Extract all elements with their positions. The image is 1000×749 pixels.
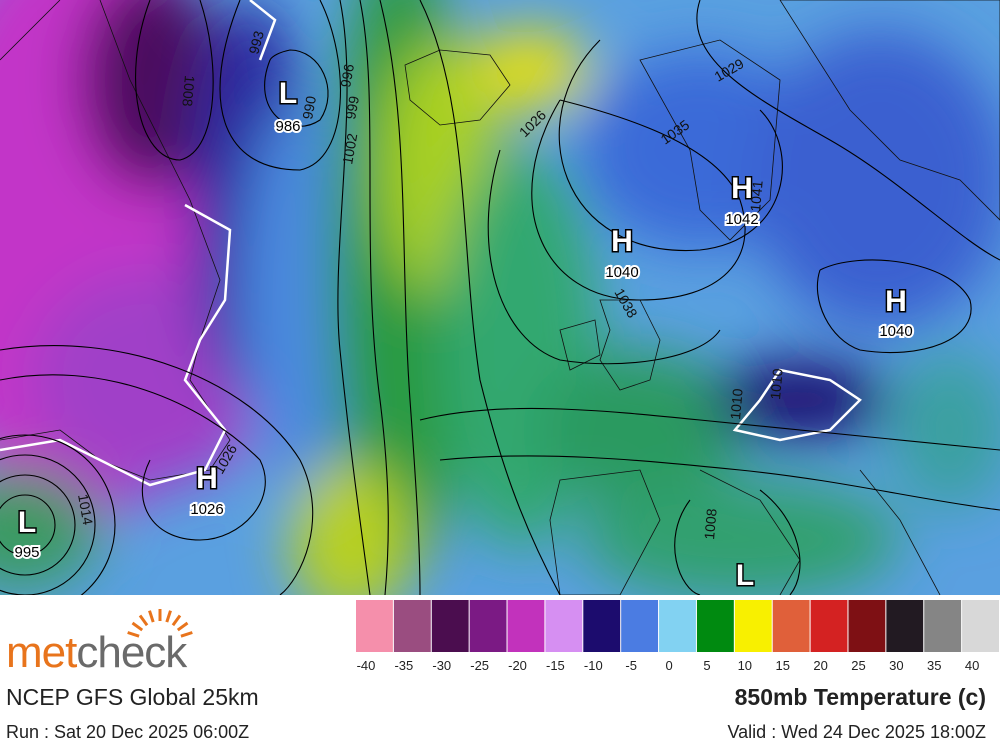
legend-label: -20 xyxy=(508,658,527,673)
legend-label: 15 xyxy=(775,658,789,673)
legend-label: 10 xyxy=(738,658,752,673)
legend-swatch xyxy=(583,600,621,652)
brand-logo: metcheck xyxy=(6,628,187,678)
sun-ray xyxy=(180,631,193,638)
sun-ray xyxy=(176,621,189,632)
pressure-centers: L 986 H 1042 H 1040 H 1040 H 1026 L 995 … xyxy=(12,76,914,594)
legend-label: 0 xyxy=(665,658,672,673)
legend-swatch xyxy=(772,600,810,652)
legend-label: 5 xyxy=(703,658,710,673)
legend-swatch xyxy=(545,600,583,652)
legend-label: 20 xyxy=(813,658,827,673)
high-symbol: H xyxy=(611,225,633,258)
legend-swatch xyxy=(621,600,659,652)
model-name: NCEP GFS Global 25km xyxy=(6,684,259,710)
isobar-label: 1008 xyxy=(701,508,720,541)
sun-ray xyxy=(127,631,140,638)
isobar-label: 1010 xyxy=(727,388,746,421)
sun-ray xyxy=(148,610,155,623)
legend-swatch xyxy=(886,600,924,652)
isobar-label: 1014 xyxy=(75,493,96,527)
isobar-label: 1002 xyxy=(339,132,360,166)
isobar-label: 1010 xyxy=(767,368,786,401)
brand-suffix: check xyxy=(76,628,187,677)
brand-prefix: met xyxy=(6,628,77,677)
pressure-value: 1026 xyxy=(190,501,223,518)
sun-ray xyxy=(171,614,182,627)
pressure-value: 986 xyxy=(275,118,300,135)
weather-map: L 986 H 1042 H 1040 H 1040 H 1026 L 995 … xyxy=(0,0,1000,595)
legend-label: -15 xyxy=(546,658,565,673)
legend-swatch xyxy=(469,600,507,652)
map-title: 850mb Temperature (c) xyxy=(734,684,986,710)
pressure-value: 995 xyxy=(14,544,39,561)
isobar-label: 993 xyxy=(245,29,267,56)
isobar-label: 1008 xyxy=(179,75,198,108)
legend-label: 40 xyxy=(965,658,979,673)
legend-swatch xyxy=(356,600,393,652)
isobar-label: 996 xyxy=(337,63,357,89)
high-symbol: H xyxy=(731,172,753,205)
legend-label: 25 xyxy=(851,658,865,673)
isobar-label: 1041 xyxy=(747,180,766,213)
legend-label: 30 xyxy=(889,658,903,673)
legend-swatch xyxy=(393,600,431,652)
pressure-value: 1042 xyxy=(725,211,758,228)
legend-swatch xyxy=(848,600,886,652)
high-symbol: H xyxy=(885,285,907,318)
legend-label: -25 xyxy=(470,658,489,673)
low-symbol: L xyxy=(736,559,754,592)
legend-swatch xyxy=(734,600,772,652)
legend-swatch xyxy=(659,600,696,652)
isobars xyxy=(0,0,1000,595)
valid-time: Valid : Wed 24 Dec 2025 18:00Z xyxy=(727,722,987,742)
low-symbol: L xyxy=(18,506,36,539)
legend-swatch xyxy=(696,600,734,652)
legend-swatch xyxy=(431,600,469,652)
legend-label: -30 xyxy=(432,658,451,673)
logo-sun xyxy=(127,609,193,638)
isobar-label: 990 xyxy=(299,95,319,121)
color-legend: -40 -35 -30 -25 -20 -15 -10 -5 0 5 10 15 20 25 30 35 40 xyxy=(127,600,999,673)
isobar-label: 999 xyxy=(342,95,362,121)
pressure-value: 1040 xyxy=(605,264,638,281)
legend-label: -5 xyxy=(625,658,637,673)
run-time: Run : Sat 20 Dec 2025 06:00Z xyxy=(6,722,250,742)
legend-label: -10 xyxy=(584,658,603,673)
legend-swatch xyxy=(507,600,545,652)
legend-label: -35 xyxy=(394,658,413,673)
sun-ray xyxy=(131,621,144,632)
low-symbol: L xyxy=(279,77,297,110)
sun-ray xyxy=(138,614,149,627)
legend-swatch xyxy=(962,600,999,652)
coastlines xyxy=(0,0,1000,595)
legend-swatch xyxy=(810,600,848,652)
legend-label: 35 xyxy=(927,658,941,673)
legend-label: -40 xyxy=(357,658,376,673)
pressure-value: 1040 xyxy=(879,323,912,340)
legend-swatch xyxy=(924,600,962,652)
high-symbol: H xyxy=(196,462,218,495)
sun-ray xyxy=(165,610,172,623)
